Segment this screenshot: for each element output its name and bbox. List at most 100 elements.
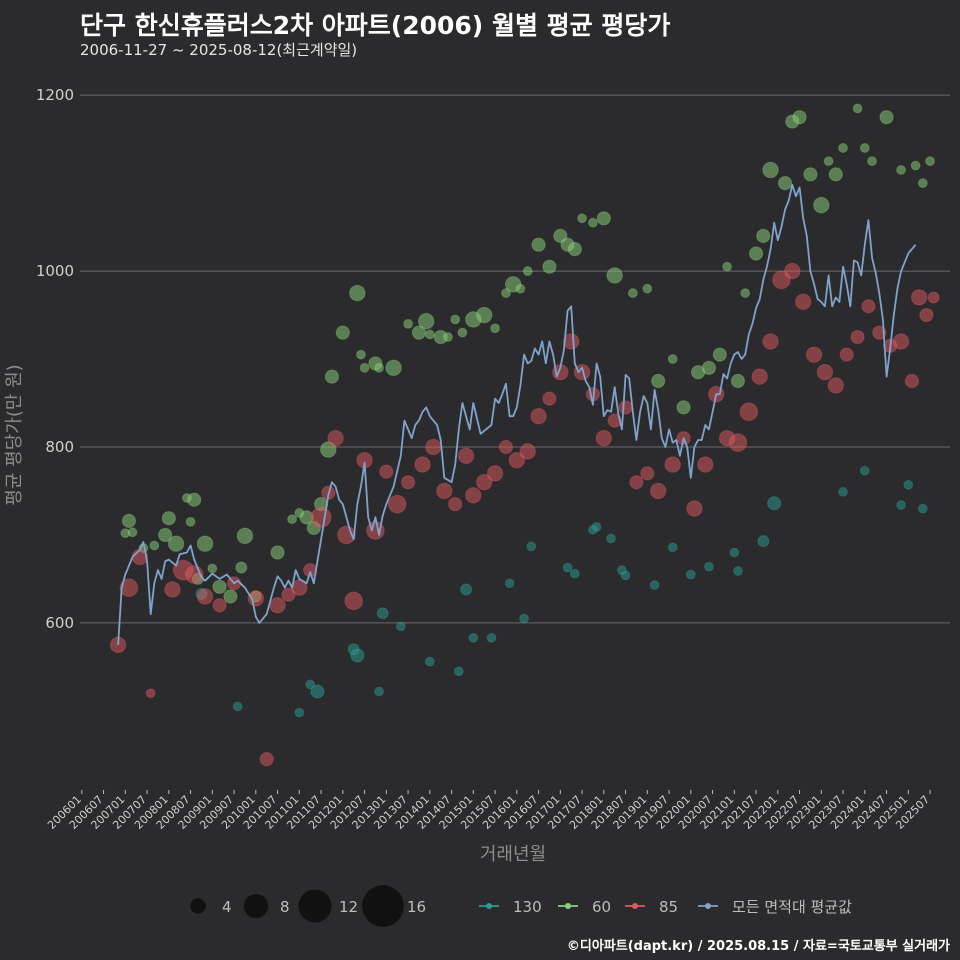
point-85 — [839, 347, 854, 362]
point-85 — [892, 333, 910, 350]
size-legend-key — [298, 889, 332, 923]
point-60 — [730, 373, 746, 389]
legend-label: 모든 면적대 평균값 — [732, 898, 852, 916]
point-130 — [620, 570, 631, 581]
point-85 — [465, 487, 482, 504]
point-85 — [119, 578, 139, 598]
point-60 — [235, 561, 248, 574]
point-60 — [667, 354, 678, 364]
point-60 — [356, 349, 366, 360]
point-60 — [187, 492, 202, 507]
point-85 — [379, 464, 394, 479]
point-130 — [649, 580, 660, 590]
point-60 — [223, 589, 238, 604]
point-60 — [522, 266, 533, 276]
point-60 — [161, 511, 176, 526]
point-60 — [792, 110, 807, 125]
chart-subtitle: 2006-11-27 ~ 2025-08-12(최근계약일) — [80, 41, 358, 59]
point-60 — [501, 288, 511, 298]
point-85 — [772, 270, 791, 290]
point-60 — [185, 516, 196, 527]
point-60 — [567, 241, 582, 257]
point-60 — [424, 329, 435, 340]
point-85 — [269, 597, 286, 614]
point-85 — [519, 443, 536, 460]
point-60 — [167, 535, 185, 552]
point-60 — [196, 535, 214, 552]
point-60 — [349, 284, 366, 302]
size-legend-key — [243, 893, 269, 919]
point-130 — [232, 701, 243, 712]
point-130 — [606, 533, 616, 544]
point-60 — [701, 360, 717, 375]
point-85 — [436, 482, 453, 500]
point-85 — [618, 400, 633, 415]
size-legend-key — [362, 885, 404, 927]
point-85 — [919, 307, 934, 323]
point-85 — [164, 581, 181, 598]
point-85 — [259, 752, 274, 767]
point-85 — [327, 429, 344, 447]
point-60 — [627, 288, 638, 298]
point-130 — [486, 632, 497, 643]
size-legend-label: 12 — [339, 898, 358, 916]
point-85 — [751, 368, 768, 385]
point-85 — [739, 402, 759, 422]
point-130 — [374, 686, 384, 697]
point-85 — [827, 377, 845, 394]
chart-title: 단구 한신휴플러스2차 아파트(2006) 월별 평균 평당가 — [80, 11, 671, 40]
point-130 — [896, 500, 906, 510]
point-60 — [158, 527, 173, 543]
point-60 — [475, 306, 493, 324]
point-60 — [542, 259, 557, 274]
point-60 — [676, 400, 691, 415]
point-60 — [335, 325, 350, 340]
point-130 — [667, 542, 678, 553]
point-85 — [664, 456, 681, 473]
point-85 — [850, 329, 865, 345]
point-60 — [777, 176, 793, 191]
point-60 — [577, 213, 587, 224]
scatter-points — [109, 103, 940, 767]
point-85 — [448, 497, 463, 512]
point-60 — [748, 246, 764, 261]
point-85 — [872, 325, 887, 340]
legend-key-dot — [632, 903, 638, 909]
point-60 — [515, 283, 526, 294]
size-legend-label: 8 — [280, 898, 290, 916]
point-130 — [767, 496, 782, 511]
point-130 — [729, 547, 740, 558]
point-85 — [212, 598, 227, 613]
y-tick-label: 600 — [45, 614, 74, 632]
point-85 — [784, 262, 801, 280]
point-130 — [562, 562, 573, 573]
point-85 — [281, 587, 296, 602]
point-130 — [424, 656, 435, 667]
point-130 — [460, 583, 473, 596]
point-130 — [468, 632, 479, 643]
point-85 — [425, 438, 442, 456]
legend-label: 130 — [513, 898, 542, 916]
point-85 — [562, 333, 580, 350]
point-85 — [762, 333, 779, 350]
point-130 — [504, 578, 515, 589]
point-60 — [490, 323, 500, 334]
x-axis-title: 거래년월 — [480, 844, 546, 865]
point-85 — [196, 588, 214, 605]
point-60 — [722, 261, 732, 272]
legend-key-dot — [705, 903, 711, 909]
point-60 — [740, 288, 751, 298]
point-130 — [395, 621, 406, 632]
average-line — [117, 184, 917, 645]
point-60 — [403, 318, 413, 329]
point-85 — [486, 465, 504, 482]
legend-label: 85 — [659, 898, 678, 916]
point-130 — [704, 561, 714, 572]
point-130 — [519, 613, 529, 624]
point-85 — [728, 433, 748, 452]
point-85 — [861, 299, 876, 314]
y-tick-label: 800 — [45, 438, 74, 456]
point-60 — [236, 527, 254, 545]
point-85 — [498, 439, 514, 455]
